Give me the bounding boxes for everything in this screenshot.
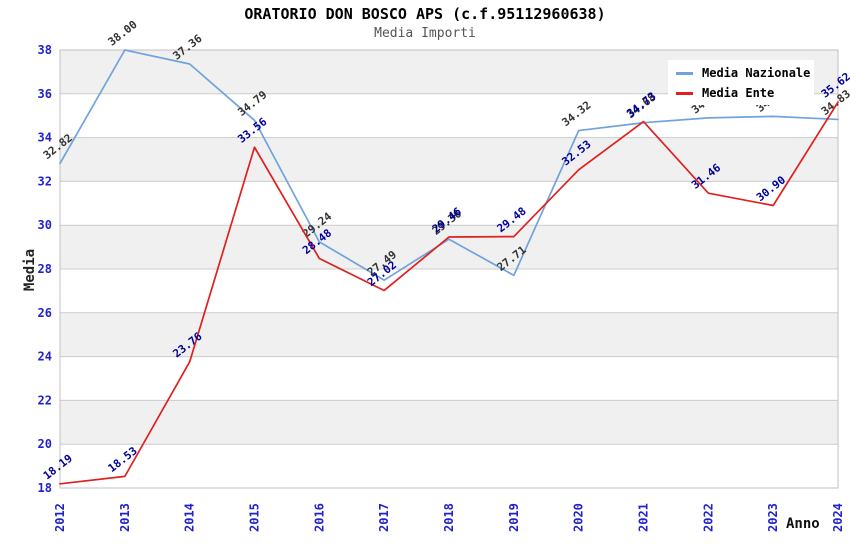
y-tick-label: 24: [38, 350, 52, 364]
plot-band: [60, 181, 838, 226]
x-tick-label: 2013: [118, 503, 132, 532]
plot-band: [60, 137, 838, 182]
series-line: [59, 101, 839, 485]
plot-band: [60, 312, 838, 357]
y-axis-title: Media: [22, 248, 38, 292]
y-tick-label: 26: [38, 306, 52, 320]
plot-band: [60, 444, 838, 488]
y-tick-labels: 18 20 22 24 26 28 30 32 34 36 38: [38, 43, 52, 495]
y-tick-label: 28: [38, 262, 52, 276]
media-nazionale-line-sample: [676, 71, 693, 75]
plot-border: [59, 49, 839, 489]
x-tick-label: 2020: [572, 503, 586, 532]
x-tick-label: 2012: [53, 503, 67, 532]
x-tick-label: 2023: [766, 503, 780, 532]
x-axis-title: Anno: [786, 516, 820, 532]
y-tick-label: 36: [38, 87, 52, 101]
y-tick-label: 34: [38, 131, 52, 145]
x-tick-label: 2017: [377, 503, 391, 532]
legend-item-media-nazionale: Media Nazionale: [676, 66, 811, 80]
series-line: [59, 49, 839, 282]
plot-bands: [60, 50, 838, 488]
y-tick-label: 30: [38, 218, 52, 232]
x-tick-label: 2024: [831, 503, 845, 532]
x-tick-labels: 2012 2013 2014 2015 2016 2017 2018 2019 2020 2021…: [53, 503, 845, 532]
x-tick-label: 2019: [507, 503, 521, 532]
y-tick-label: 20: [38, 437, 52, 451]
y-tick-label: 32: [38, 174, 52, 188]
legend-label-media-nazionale: Media Nazionale: [702, 66, 811, 80]
plot-band: [60, 400, 838, 445]
y-tick-label: 22: [38, 393, 52, 407]
x-tick-label: 2018: [442, 503, 456, 532]
x-tick-label: 2015: [248, 503, 262, 532]
y-tick-label: 18: [38, 481, 52, 495]
legend-item-media-ente: Media Ente: [676, 86, 808, 100]
chart-title: ORATORIO DON BOSCO APS (c.f.95112960638): [244, 5, 606, 23]
plot-band: [60, 356, 838, 401]
plot-band: [60, 269, 838, 313]
legend-label-media-ente: Media Ente: [702, 86, 775, 100]
chart-subtitle: Media Importi: [374, 26, 476, 41]
x-tick-label: 2022: [701, 503, 715, 532]
media-ente-line-sample: [676, 91, 693, 95]
y-tick-label: 38: [38, 43, 52, 57]
legend: Media Nazionale Media Ente: [668, 60, 814, 105]
plot-band: [60, 225, 838, 269]
x-tick-label: 2014: [183, 503, 197, 532]
x-tick-label: 2016: [312, 503, 326, 532]
x-tick-label: 2021: [637, 503, 651, 532]
